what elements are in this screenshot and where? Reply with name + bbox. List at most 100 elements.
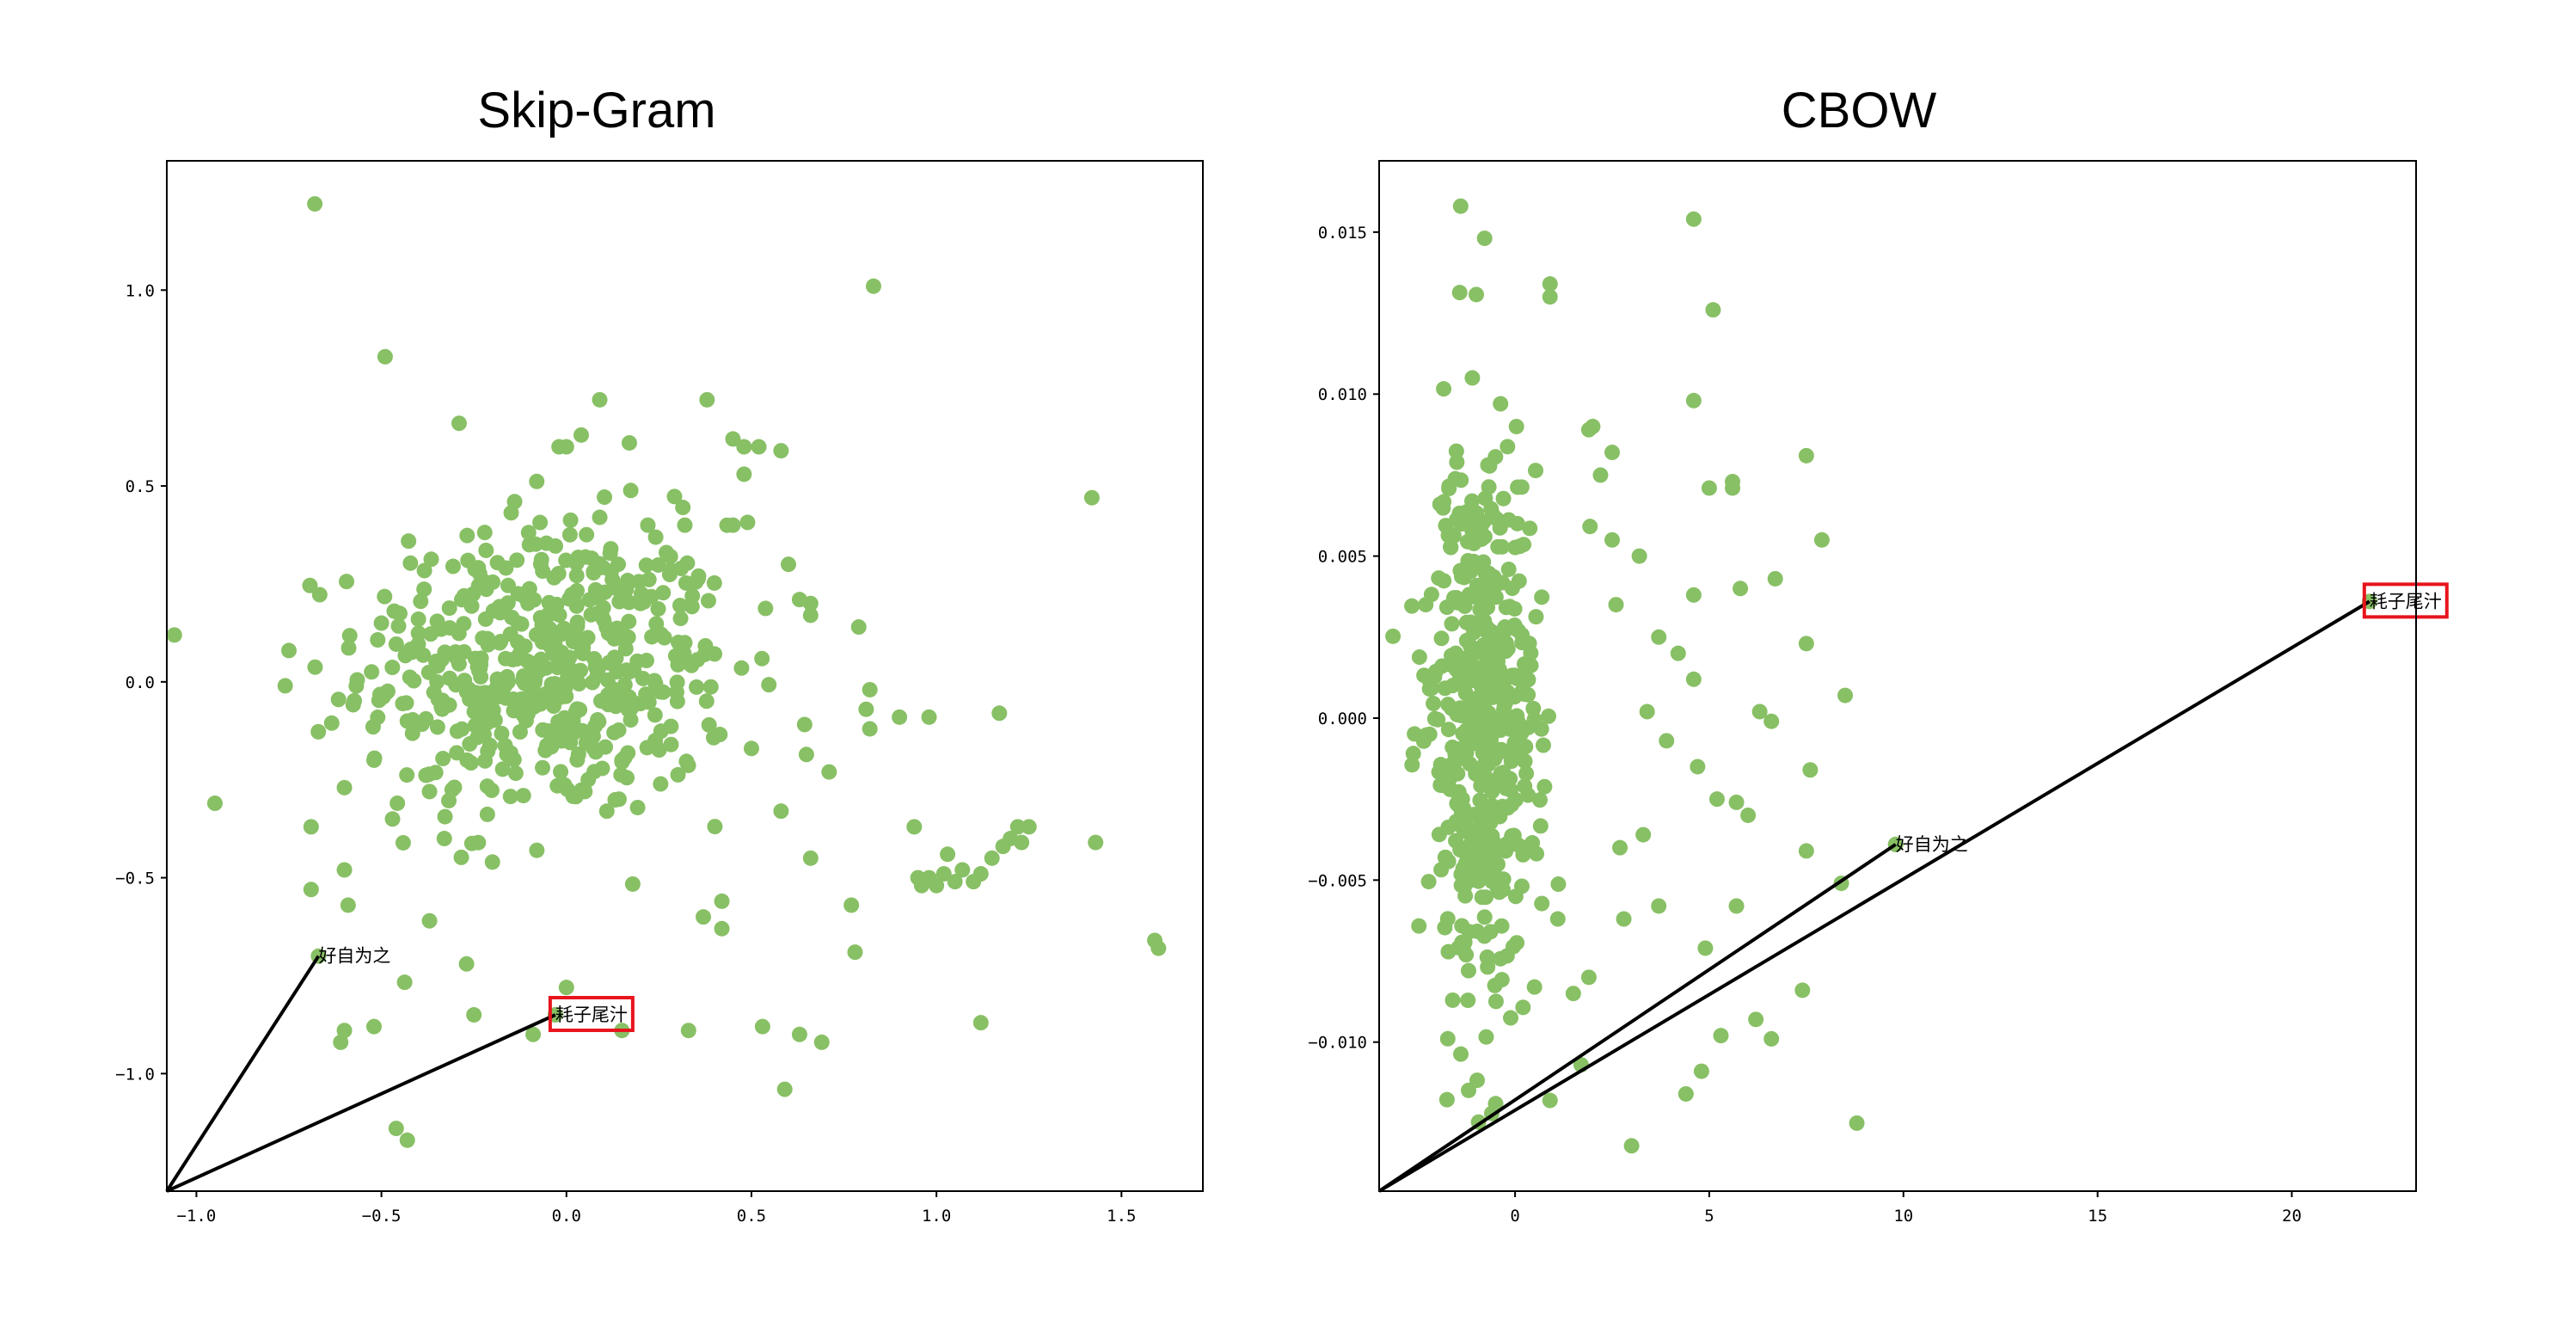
data-point [1476,230,1493,247]
data-point [415,647,432,663]
data-point [1453,1046,1469,1062]
data-point [434,701,451,717]
data-point [1475,745,1491,761]
data-point [921,709,937,725]
data-point [543,638,559,654]
data-point [991,705,1008,722]
data-point [445,558,461,574]
data-point [798,747,814,763]
data-point [1509,935,1525,951]
data-point [598,739,614,755]
x-tick-label: 0.0 [552,1207,581,1226]
data-point [347,692,363,709]
data-point [466,1007,482,1023]
data-point [1432,496,1448,513]
data-point [1448,589,1464,605]
data-point [751,439,767,455]
y-tick-label: −0.010 [1308,1034,1367,1053]
data-point [538,535,555,551]
data-point [554,626,570,642]
data-point [1565,986,1581,1002]
data-point [453,849,469,865]
data-point [558,980,574,996]
data-point [1659,733,1675,749]
data-point [1457,728,1473,744]
data-point [677,517,693,533]
data-point [597,489,613,506]
data-point [1701,480,1717,496]
data-point [474,685,490,701]
data-point [1631,548,1647,564]
data-point [702,679,719,695]
data-point [739,514,756,531]
data-point [513,697,530,714]
data-point [1521,636,1537,652]
data-point [1592,467,1609,483]
data-point [373,615,389,631]
data-point [515,788,531,804]
y-tick-label: 0.000 [1318,710,1367,728]
data-point [1437,849,1453,865]
data-point [736,466,752,482]
data-point [1451,285,1468,301]
data-point [1798,447,1814,464]
data-point [624,876,641,892]
data-point [1513,725,1530,741]
cbow-plot-area [1378,160,2417,1192]
data-point [638,686,654,703]
data-point [377,588,393,605]
data-point [589,605,605,622]
data-point [1445,761,1462,777]
data-point [910,869,926,886]
data-point [1740,807,1757,823]
x-tick-label: 5 [1704,1207,1714,1226]
data-point [1532,818,1549,834]
data-point [623,482,639,499]
data-point [1456,823,1472,839]
data-point [1504,581,1520,597]
data-point [1486,568,1502,585]
data-point [441,670,457,686]
data-point [562,512,579,528]
data-point [1513,684,1530,700]
data-point [1449,654,1465,671]
data-point [699,391,715,408]
data-point [754,650,770,667]
data-point [1728,898,1745,914]
data-point [416,562,432,579]
data-point [336,862,353,878]
data-point [423,551,439,568]
data-point [603,541,619,557]
data-point [1421,681,1438,697]
data-point [650,600,666,617]
skip-gram-annotation-lines [165,955,556,1193]
data-point [677,635,693,651]
data-point [609,581,625,597]
data-point [1516,537,1532,553]
data-point [1542,276,1558,292]
annotation-line [1377,599,2371,1193]
data-point [521,537,537,553]
data-point [1612,839,1628,856]
data-point [556,777,573,793]
data-point [585,728,601,745]
data-point [390,617,407,634]
cbow-annotations: 好自为之 耗子尾汁 [1896,582,2449,855]
data-point [1725,480,1741,496]
data-point [1708,791,1725,808]
data-point [310,723,327,740]
data-point [1440,943,1457,960]
data-point [1509,515,1525,531]
data-point [1467,835,1483,851]
data-point [1476,928,1493,944]
skip-gram-title: Skip-Gram [477,83,715,138]
data-point [1463,614,1479,630]
data-point [502,789,518,805]
y-tick-label: 0.010 [1318,385,1367,404]
data-point [714,893,730,909]
data-point [1849,1115,1865,1131]
data-point [379,683,396,699]
data-point [1436,381,1452,397]
data-point [706,574,722,591]
data-point [629,799,646,815]
